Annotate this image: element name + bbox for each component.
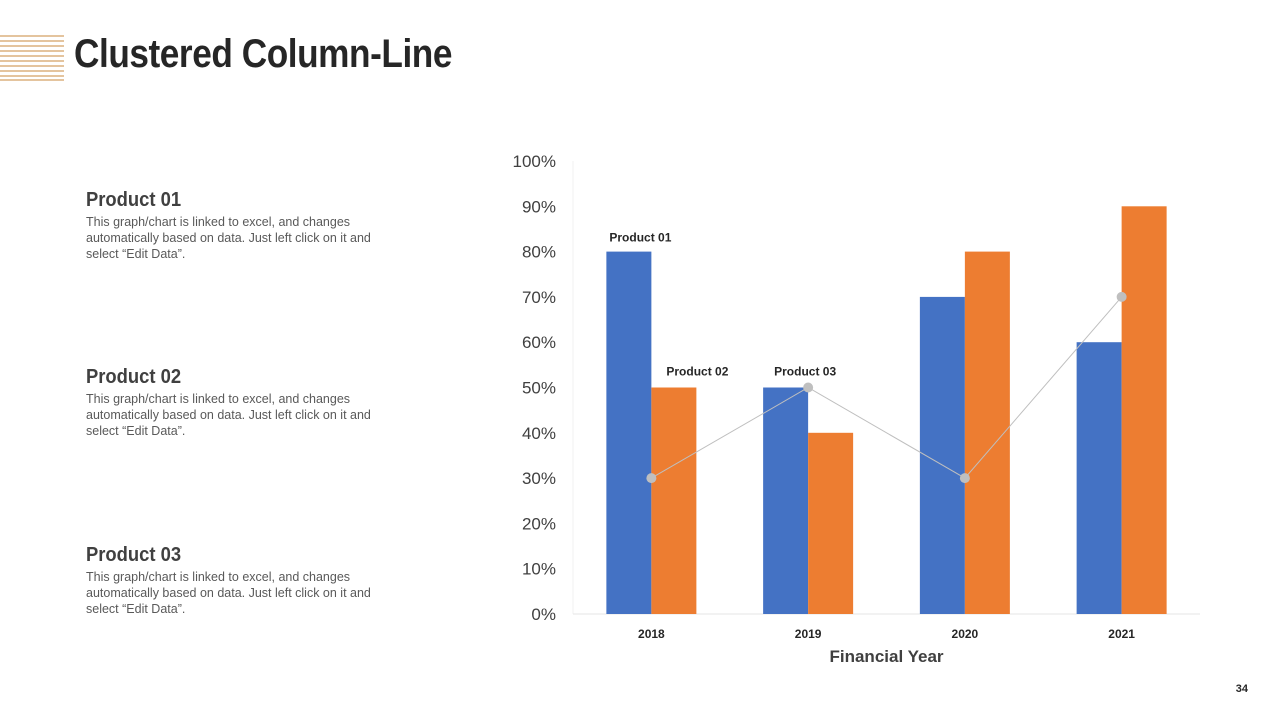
product-03-heading: Product 03 [86, 544, 182, 566]
y-tick-label: 20% [522, 514, 556, 533]
product-02-text: This graph/chart is linked to excel, and… [86, 392, 371, 438]
bar-product-01-2021 [1076, 342, 1122, 614]
y-tick-label: 50% [522, 379, 556, 398]
bar-product-02-2021 [1121, 206, 1167, 615]
y-tick-label: 30% [522, 469, 556, 488]
line-point-product-03 [959, 473, 970, 484]
product-03-text: This graph/chart is linked to excel, and… [86, 570, 371, 616]
series-label-product-01: Product 01 [609, 231, 671, 245]
bar-product-02-2020 [964, 251, 1010, 614]
line-point-product-03 [803, 382, 814, 393]
line-product-03 [651, 296, 1123, 479]
bar-product-01-2020 [919, 296, 965, 614]
product-01-description: Product 01 This graph/chart is linked to… [86, 189, 416, 262]
bar-product-02-2019 [808, 432, 854, 614]
line-point-product-03 [1116, 291, 1127, 302]
bar-product-01-2018 [606, 251, 652, 614]
product-02-heading: Product 02 [86, 366, 182, 388]
page-number: 34 [1235, 683, 1248, 695]
product-02-description: Product 02 This graph/chart is linked to… [86, 366, 416, 439]
y-tick-label: 80% [522, 243, 556, 262]
y-tick-label: 60% [522, 333, 556, 352]
product-01-text: This graph/chart is linked to excel, and… [86, 215, 371, 261]
bar-product-02-2018 [651, 387, 697, 614]
product-03-description: Product 03 This graph/chart is linked to… [86, 544, 416, 617]
x-tick-label: 2019 [795, 627, 822, 641]
slide-title: Clustered Column-Line [74, 32, 452, 76]
y-tick-label: 40% [522, 424, 556, 443]
decorative-lines [0, 35, 64, 81]
product-01-heading: Product 01 [86, 189, 182, 211]
y-tick-label: 0% [531, 605, 556, 624]
x-tick-label: 2021 [1108, 627, 1135, 641]
line-point-product-03 [646, 473, 657, 484]
bar-product-01-2019 [763, 387, 809, 614]
y-tick-label: 100% [513, 152, 556, 171]
series-label-product-03: Product 03 [774, 365, 836, 379]
x-tick-label: 2020 [952, 627, 979, 641]
x-axis-title: Financial Year [829, 647, 943, 666]
y-tick-label: 70% [522, 288, 556, 307]
x-tick-label: 2018 [638, 627, 665, 641]
y-tick-label: 90% [522, 197, 556, 216]
y-tick-label: 10% [522, 560, 556, 579]
series-label-product-02: Product 02 [666, 365, 728, 379]
